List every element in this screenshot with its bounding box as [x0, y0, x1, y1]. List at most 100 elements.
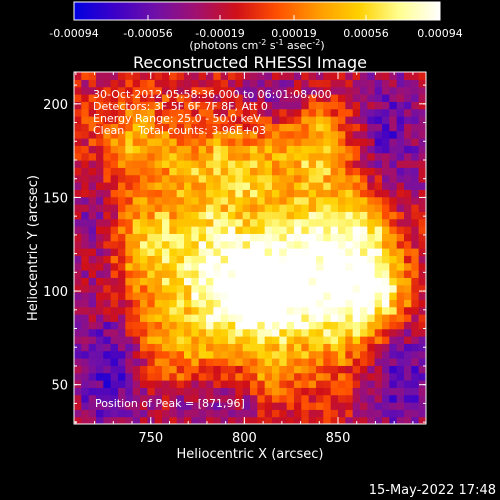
heatmap-cell — [103, 262, 112, 271]
heatmap-cell — [235, 189, 244, 198]
heatmap-cell — [198, 409, 207, 418]
heatmap-cell — [345, 262, 354, 271]
heatmap-cell — [118, 387, 126, 396]
heatmap-cell — [176, 130, 185, 139]
heatmap-cell — [74, 365, 82, 374]
heatmap-cell — [88, 255, 97, 264]
heatmap-cell — [250, 160, 258, 168]
heatmap-cell — [74, 218, 82, 227]
heatmap-cell — [88, 218, 97, 227]
heatmap-cell — [154, 416, 163, 424]
heatmap-cell — [264, 204, 273, 212]
heatmap-cell — [301, 255, 310, 264]
heatmap-cell — [279, 196, 288, 205]
heatmap-cell — [338, 204, 346, 212]
heatmap-cell — [279, 277, 288, 286]
heatmap-cell — [191, 108, 200, 117]
heatmap-cell — [103, 284, 112, 293]
heatmap-cell — [389, 416, 398, 424]
heatmap-cell — [411, 160, 420, 168]
heatmap-cell — [250, 152, 258, 161]
heatmap-cell — [411, 336, 420, 344]
heatmap-cell — [235, 218, 244, 227]
heatmap-cell — [389, 240, 398, 249]
heatmap-cell — [176, 350, 185, 359]
heatmap-cell — [206, 394, 214, 403]
heatmap-cell — [140, 321, 148, 330]
heatmap-cell — [418, 262, 426, 271]
heatmap-cell — [396, 350, 405, 359]
heatmap-cell — [96, 416, 104, 424]
heatmap-cell — [74, 138, 82, 146]
heatmap-cell — [250, 204, 258, 212]
heatmap-cell — [382, 204, 390, 212]
heatmap-cell — [110, 270, 119, 278]
heatmap-cell — [228, 321, 236, 330]
heatmap-cell — [110, 101, 119, 110]
heatmap-cell — [88, 79, 97, 88]
heatmap-cell — [103, 402, 112, 410]
heatmap-cell — [169, 314, 178, 322]
heatmap-cell — [316, 196, 324, 205]
heatmap-cell — [382, 365, 390, 374]
heatmap-cell — [360, 196, 368, 205]
heatmap-cell — [272, 94, 280, 102]
heatmap-cell — [213, 226, 222, 234]
heatmap-cell — [330, 145, 339, 154]
heatmap-cell — [338, 270, 346, 278]
heatmap-cell — [154, 336, 163, 344]
heatmap-cell — [367, 350, 376, 359]
heatmap-cell — [301, 226, 310, 234]
heatmap-cell — [411, 204, 420, 212]
heatmap-cell — [213, 101, 222, 110]
heatmap-cell — [382, 167, 390, 176]
heatmap-cell — [345, 94, 354, 102]
heatmap-cell — [162, 204, 170, 212]
heatmap-cell — [206, 387, 214, 396]
heatmap-cell — [345, 152, 354, 161]
heatmap-cell — [396, 79, 405, 88]
heatmap-cell — [140, 123, 148, 132]
heatmap-cell — [338, 299, 346, 308]
heatmap-cell — [352, 380, 361, 388]
heatmap-cell — [184, 248, 192, 256]
heatmap-cell — [169, 240, 178, 249]
heatmap-cell — [235, 358, 244, 366]
heatmap-cell — [110, 94, 119, 102]
heatmap-cell — [338, 72, 346, 80]
heatmap-cell — [191, 328, 200, 337]
heatmap-cell — [74, 284, 82, 293]
heatmap-cell — [118, 277, 126, 286]
heatmap-cell — [176, 218, 185, 227]
heatmap-cell — [96, 343, 104, 352]
heatmap-cell — [198, 380, 207, 388]
heatmap-cell — [110, 358, 119, 366]
heatmap-cell — [301, 211, 310, 220]
heatmap-cell — [250, 116, 258, 124]
heatmap-cell — [118, 218, 126, 227]
heatmap-cell — [374, 248, 383, 256]
heatmap-cell — [96, 372, 104, 381]
heatmap-cell — [345, 108, 354, 117]
heatmap-cell — [367, 299, 376, 308]
heatmap-cell — [323, 145, 332, 154]
heatmap-cell — [264, 365, 273, 374]
heatmap-cell — [404, 270, 412, 278]
heatmap-cell — [404, 240, 412, 249]
heatmap-cell — [125, 218, 134, 227]
heatmap-cell — [301, 182, 310, 190]
heatmap-cell — [418, 321, 426, 330]
heatmap-cell — [323, 262, 332, 271]
heatmap-cell — [360, 402, 368, 410]
heatmap-cell — [345, 255, 354, 264]
heatmap-cell — [257, 240, 266, 249]
heatmap-cell — [360, 160, 368, 168]
heatmap-cell — [88, 299, 97, 308]
heatmap-cell — [191, 152, 200, 161]
heatmap-cell — [140, 167, 148, 176]
heatmap-cell — [96, 262, 104, 271]
heatmap-cell — [316, 292, 324, 300]
heatmap-cell — [228, 167, 236, 176]
heatmap-cell — [206, 218, 214, 227]
heatmap-cell — [213, 387, 222, 396]
